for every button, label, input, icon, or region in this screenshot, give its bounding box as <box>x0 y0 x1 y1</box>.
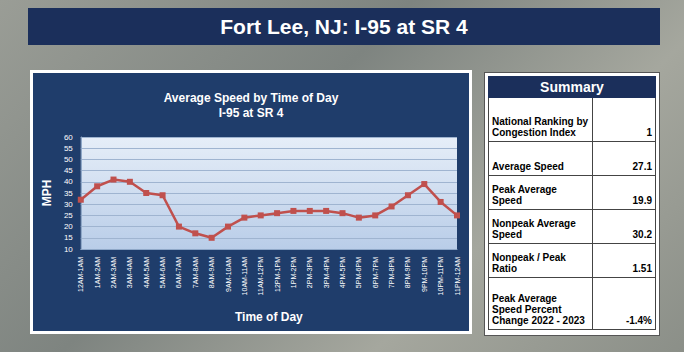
svg-text:10: 10 <box>64 245 73 254</box>
svg-text:8AM-9AM: 8AM-9AM <box>208 257 215 288</box>
svg-text:10AM-11AM: 10AM-11AM <box>241 257 248 296</box>
svg-text:2PM-3PM: 2PM-3PM <box>306 257 313 288</box>
svg-text:4PM-5PM: 4PM-5PM <box>339 257 346 288</box>
svg-text:7AM-8AM: 7AM-8AM <box>192 257 199 288</box>
svg-text:3AM-4AM: 3AM-4AM <box>126 257 133 288</box>
html-text:Summary: Summary <box>540 79 604 95</box>
svg-text:12PM-1PM: 12PM-1PM <box>274 257 281 292</box>
svg-text:45: 45 <box>64 166 73 175</box>
svg-text:Time of Day: Time of Day <box>235 310 303 324</box>
html-text:Peak Average Speed Percent Cha: Peak Average Speed Percent Change 2022 -… <box>492 293 585 326</box>
svg-text:4AM-5AM: 4AM-5AM <box>143 257 150 288</box>
svg-text:35: 35 <box>64 189 73 198</box>
html-text:Peak Average Speed: Peak Average Speed <box>492 184 557 206</box>
svg-text:5AM-6AM: 5AM-6AM <box>159 257 166 288</box>
svg-text:5PM-6PM: 5PM-6PM <box>355 257 362 288</box>
html-text:27.1: 27.1 <box>632 161 652 172</box>
html-text:30.2: 30.2 <box>632 229 652 240</box>
html-text:Nonpeak / Peak Ratio: Nonpeak / Peak Ratio <box>492 252 566 274</box>
svg-text:30: 30 <box>64 200 73 209</box>
svg-text:20: 20 <box>64 222 73 231</box>
svg-text:8PM-9PM: 8PM-9PM <box>404 257 411 288</box>
svg-text:25: 25 <box>64 211 73 220</box>
html-text:Nonpeak Average Speed: Nonpeak Average Speed <box>492 218 576 240</box>
html-text:1.51: 1.51 <box>632 263 652 274</box>
svg-text:55: 55 <box>64 144 73 153</box>
svg-text:3PM-4PM: 3PM-4PM <box>323 257 330 288</box>
svg-text:MPH: MPH <box>40 180 54 207</box>
svg-text:9AM-10AM: 9AM-10AM <box>225 257 232 292</box>
svg-text:I-95 at SR 4: I-95 at SR 4 <box>219 106 284 120</box>
svg-text:10PM-11PM: 10PM-11PM <box>437 257 444 296</box>
svg-text:9PM-10PM: 9PM-10PM <box>421 257 428 292</box>
html-text:Average Speed: Average Speed <box>492 161 564 172</box>
html-text:National Ranking by Congestion: National Ranking by Congestion Index <box>492 116 589 138</box>
html-text:Fort Lee, NJ: I-95 at SR 4: Fort Lee, NJ: I-95 at SR 4 <box>220 14 468 38</box>
svg-text:11AM-12PM: 11AM-12PM <box>257 257 264 296</box>
html-text:1: 1 <box>646 127 652 138</box>
svg-text:1AM-2AM: 1AM-2AM <box>94 257 101 288</box>
svg-text:Average Speed by Time of Day: Average Speed by Time of Day <box>164 91 339 105</box>
svg-text:11PM-12AM: 11PM-12AM <box>454 257 461 296</box>
html-text:-1.4%: -1.4% <box>625 315 652 326</box>
svg-text:50: 50 <box>64 155 73 164</box>
svg-text:12AM-1AM: 12AM-1AM <box>77 257 84 292</box>
svg-text:6AM-7AM: 6AM-7AM <box>175 257 182 288</box>
svg-text:6PM-7PM: 6PM-7PM <box>372 257 379 288</box>
html-text:19.9: 19.9 <box>632 195 652 206</box>
svg-text:1PM-2PM: 1PM-2PM <box>290 257 297 288</box>
svg-text:2AM-3AM: 2AM-3AM <box>110 257 117 288</box>
svg-text:40: 40 <box>64 177 73 186</box>
svg-text:15: 15 <box>64 233 73 242</box>
svg-text:60: 60 <box>64 133 73 142</box>
svg-text:7PM-8PM: 7PM-8PM <box>388 257 395 288</box>
